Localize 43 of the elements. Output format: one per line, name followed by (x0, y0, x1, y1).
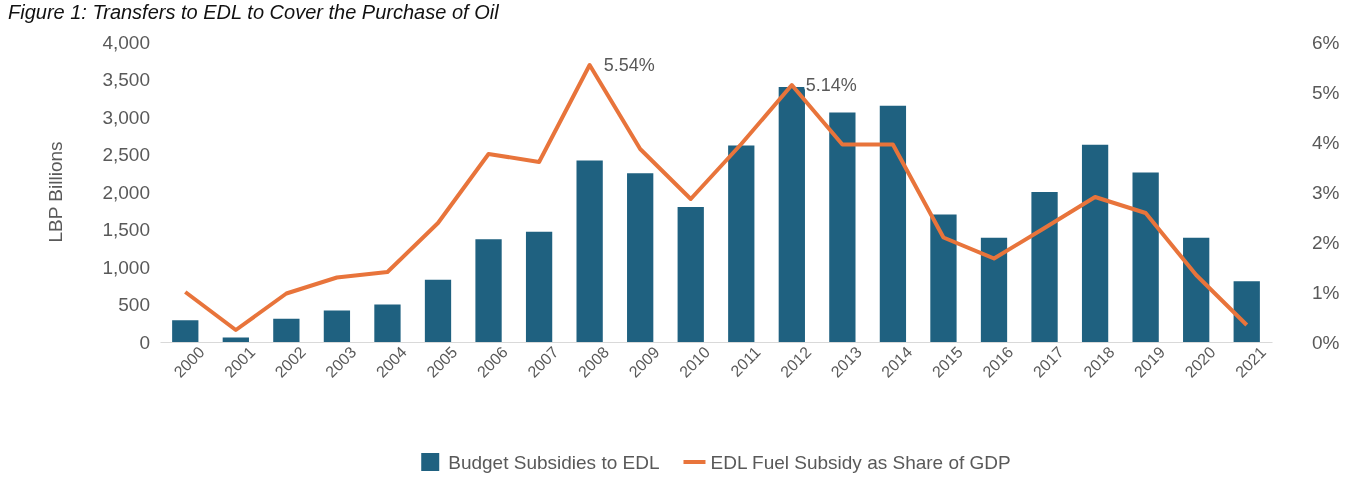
bar (728, 145, 755, 342)
y2-tick-label: 2% (1312, 231, 1340, 253)
y2-tick-label: 6% (1312, 31, 1340, 53)
bar (576, 160, 603, 342)
bar (323, 310, 351, 342)
bar (829, 112, 856, 342)
y-tick-label: 0 (139, 331, 150, 353)
bar (1183, 237, 1210, 342)
y2-tick-label: 0% (1312, 331, 1340, 353)
y-tick-label: 2,500 (102, 144, 150, 166)
y-tick-label: 1,500 (102, 219, 150, 241)
bar (677, 207, 704, 342)
y-tick-label: 3,000 (102, 106, 150, 128)
bar (627, 173, 654, 342)
data-label: 5.54% (603, 55, 655, 75)
legend-label: Budget Subsidies to EDL (448, 452, 660, 473)
bar (1031, 192, 1058, 342)
legend-label: EDL Fuel Subsidy as Share of GDP (710, 452, 1011, 473)
y-tick-label: 3,500 (102, 69, 150, 91)
y2-tick-label: 1% (1312, 281, 1340, 303)
bar (172, 320, 199, 342)
data-label: 5.14% (805, 75, 857, 95)
chart-title: Figure 1: Transfers to EDL to Cover the Purchase of Oil (8, 1, 500, 23)
bar (1233, 281, 1260, 342)
bar (374, 304, 401, 342)
bar (273, 318, 300, 342)
y2-tick-label: 5% (1312, 81, 1340, 103)
bar (930, 214, 957, 342)
y-tick-label: 500 (118, 294, 150, 316)
y-tick-label: 2,000 (102, 181, 150, 203)
bar (879, 105, 907, 342)
bar (475, 239, 502, 342)
y-axis-title: LBP Billions (45, 141, 66, 243)
bar (980, 237, 1008, 342)
bar (424, 279, 452, 342)
bar (778, 87, 805, 342)
y2-tick-label: 3% (1312, 181, 1340, 203)
bar (525, 231, 553, 342)
y2-tick-label: 4% (1312, 131, 1340, 153)
bar (1132, 172, 1159, 342)
y-tick-label: 4,000 (102, 31, 150, 53)
bar (1081, 144, 1109, 342)
y-tick-label: 1,000 (102, 256, 150, 278)
